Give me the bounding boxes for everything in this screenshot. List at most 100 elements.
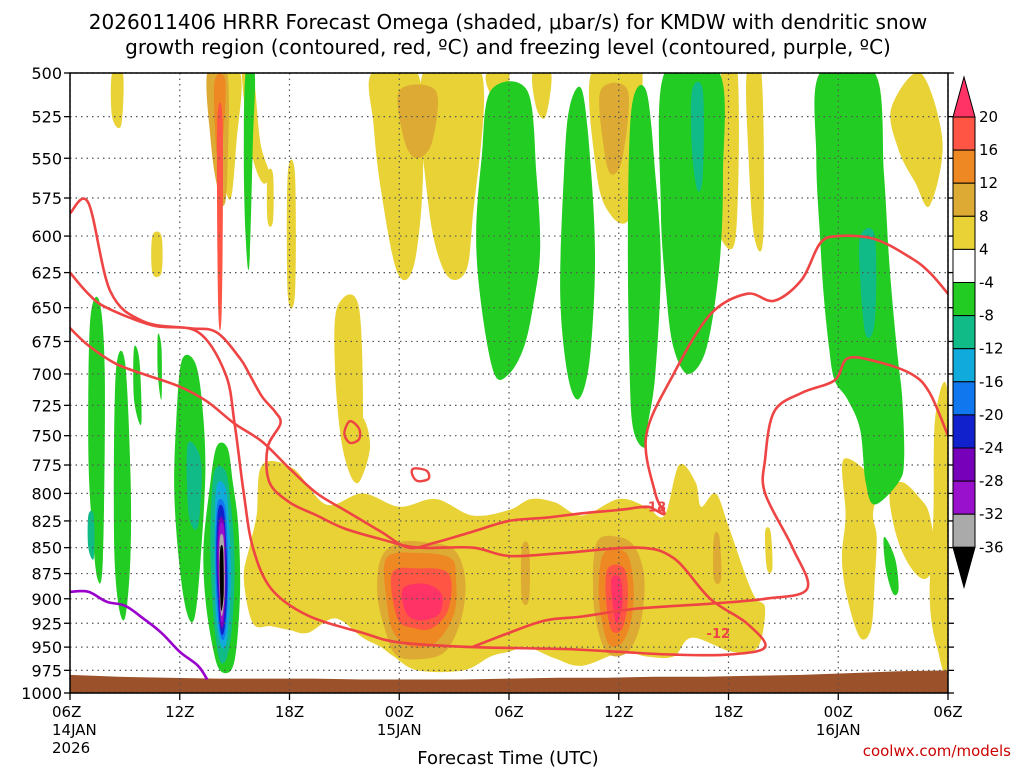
colorbar-label: -16 bbox=[979, 373, 1004, 391]
colorbar-label: -12 bbox=[979, 340, 1004, 358]
credit-link[interactable]: coolwx.com/models bbox=[863, 742, 1011, 760]
y-tick-label: 825 bbox=[31, 512, 62, 531]
y-tick-label: 625 bbox=[31, 264, 62, 283]
y-tick-label: 500 bbox=[31, 64, 62, 83]
colorbar-swatch bbox=[952, 447, 976, 482]
omega-region bbox=[858, 227, 877, 339]
colorbar-swatch bbox=[952, 282, 976, 317]
dgz-contour bbox=[471, 355, 948, 649]
x-tick-label: 18Z bbox=[714, 703, 743, 721]
colorbar-label: 20 bbox=[979, 108, 998, 126]
y-tick-label: 1000 bbox=[21, 684, 62, 703]
colorbar-label: 8 bbox=[979, 207, 989, 225]
omega-region bbox=[286, 159, 296, 309]
omega-region bbox=[397, 84, 439, 159]
colorbar-legend: 20 16 12 8 4 -4 -8 -12 -16 -20 -24 -28 -32 -36 bbox=[952, 75, 1004, 590]
omega-region bbox=[841, 458, 877, 640]
omega-region bbox=[889, 482, 936, 580]
omega-region bbox=[334, 294, 363, 483]
colorbar-label: 12 bbox=[979, 174, 998, 192]
y-tick-label: 750 bbox=[31, 427, 62, 446]
omega-region bbox=[133, 345, 142, 425]
colorbar-swatch bbox=[952, 348, 976, 383]
x-tick-label: 06Z bbox=[494, 703, 523, 721]
y-tick-label: 950 bbox=[31, 638, 62, 657]
omega-region bbox=[266, 168, 274, 227]
omega-shading-layer bbox=[87, 73, 948, 675]
colorbar-label: -32 bbox=[979, 505, 1004, 523]
omega-region bbox=[151, 231, 163, 278]
omega-region bbox=[764, 527, 773, 574]
omega-region bbox=[929, 381, 948, 675]
colorbar-swatch bbox=[952, 149, 976, 184]
x-tick-label: 12Z bbox=[604, 703, 633, 721]
x-axis-label: Forecast Time (UTC) bbox=[417, 748, 598, 768]
colorbar-label: -4 bbox=[979, 274, 994, 292]
omega-region bbox=[401, 583, 443, 621]
y-tick-label: 725 bbox=[31, 396, 62, 415]
y-tick-label: 975 bbox=[31, 661, 62, 680]
colorbar-swatch-top bbox=[952, 75, 976, 118]
y-tick-label: 650 bbox=[31, 299, 62, 318]
y-tick-label: 675 bbox=[31, 332, 62, 351]
omega-region bbox=[476, 81, 541, 380]
colorbar-label: -20 bbox=[979, 406, 1004, 424]
omega-region bbox=[157, 333, 162, 400]
contour-value-label: -18 bbox=[643, 501, 667, 516]
colorbar-swatch bbox=[952, 116, 976, 151]
x-tick-label: 12Z bbox=[165, 703, 194, 721]
omega-region bbox=[532, 73, 552, 119]
omega-region bbox=[186, 441, 202, 530]
chart-title-line-1: 2026011406 HRRR Forecast Omega (shaded, … bbox=[89, 10, 927, 34]
omega-region bbox=[216, 102, 224, 331]
contour-value-label: -12 bbox=[707, 627, 731, 642]
colorbar-label: -24 bbox=[979, 439, 1004, 457]
x-date-label: 14JAN bbox=[52, 721, 97, 739]
omega-region bbox=[814, 73, 905, 505]
y-tick-label: 800 bbox=[31, 484, 62, 503]
colorbar-swatch bbox=[952, 513, 976, 548]
y-tick-label: 575 bbox=[31, 189, 62, 208]
x-year-label: 2026 bbox=[52, 739, 90, 757]
colorbar-swatch bbox=[952, 381, 976, 416]
omega-region bbox=[627, 84, 661, 448]
contour-labels: -18 -12 bbox=[643, 501, 731, 642]
colorbar-swatch bbox=[952, 248, 976, 283]
dgz-contour bbox=[70, 197, 767, 657]
colorbar-label: -8 bbox=[979, 307, 994, 325]
omega-region bbox=[560, 86, 596, 400]
colorbar-swatch bbox=[952, 215, 976, 250]
y-axis-ticks: 500 525 550 575 600 625 650 675 700 725 750 775 800 8… bbox=[21, 64, 954, 703]
omega-region bbox=[219, 545, 224, 611]
dgz-contour bbox=[70, 234, 948, 550]
terrain-band bbox=[70, 670, 948, 693]
colorbar-swatch-bottom bbox=[952, 546, 976, 590]
y-tick-label: 525 bbox=[31, 108, 62, 127]
dgz-contour bbox=[410, 467, 431, 483]
y-tick-label: 925 bbox=[31, 614, 62, 633]
y-tick-label: 775 bbox=[31, 456, 62, 475]
omega-region bbox=[658, 73, 725, 374]
y-tick-label: 600 bbox=[31, 227, 62, 246]
omega-region bbox=[690, 81, 704, 192]
x-tick-label: 06Z bbox=[933, 703, 962, 721]
omega-region bbox=[243, 73, 256, 270]
y-tick-label: 875 bbox=[31, 565, 62, 584]
colorbar-swatch bbox=[952, 480, 976, 515]
omega-region bbox=[746, 73, 764, 252]
omega-region bbox=[713, 531, 722, 584]
x-tick-label: 00Z bbox=[385, 703, 414, 721]
terrain-layer bbox=[70, 670, 948, 693]
y-tick-label: 850 bbox=[31, 539, 62, 558]
y-tick-label: 900 bbox=[31, 590, 62, 609]
omega-region bbox=[890, 73, 943, 208]
colorbar-swatch bbox=[952, 315, 976, 350]
colorbar-label: 4 bbox=[979, 240, 989, 258]
omega-region bbox=[110, 73, 124, 129]
omega-region bbox=[113, 350, 132, 621]
omega-region bbox=[883, 536, 899, 596]
x-date-label: 16JAN bbox=[816, 721, 861, 739]
x-tick-label: 00Z bbox=[824, 703, 853, 721]
